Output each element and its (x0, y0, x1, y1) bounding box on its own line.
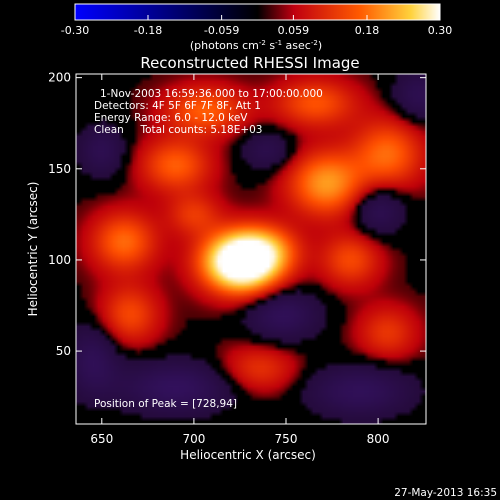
x-tick-label: 750 (275, 432, 298, 446)
colorbar-tick-label: -0.18 (134, 24, 162, 37)
annotation-clean-counts: Clean Total counts: 5.18E+03 (94, 124, 263, 136)
heatmap-image (76, 74, 426, 424)
colorbar-tick-label: 0.30 (428, 24, 453, 37)
colorbar-tick-label: 0.18 (355, 24, 380, 37)
colorbar-unit-label: (photons cm-2 s-1 asec-2) (190, 39, 322, 52)
colorbar-tick-label: -0.30 (61, 24, 89, 37)
x-tick-label: 800 (367, 432, 390, 446)
y-tick-label: 50 (56, 344, 71, 358)
colorbar-ticks: -0.30 -0.18 -0.059 0.059 0.18 0.30 (61, 15, 452, 37)
annotation-time-range: 1-Nov-2003 16:59:36.000 to 17:00:00.000 (100, 88, 323, 100)
colorbar (74, 3, 441, 21)
y-tick-label: 100 (48, 253, 71, 267)
plot-frame (75, 73, 427, 425)
colorbar-tick-label: -0.059 (204, 24, 239, 37)
annotation-peak-position: Position of Peak = [728,94] (94, 398, 237, 410)
y-axis-label: Heliocentric Y (arcsec) (26, 182, 40, 317)
x-tick-label: 700 (182, 432, 205, 446)
x-axis-label: Heliocentric X (arcsec) (180, 448, 316, 462)
y-tick-label: 200 (48, 71, 71, 85)
axis-ticks: 650 700 750 800 50 100 150 200 (48, 71, 426, 446)
annotation-energy-range: Energy Range: 6.0 - 12.0 keV (94, 112, 248, 124)
chart-title: Reconstructed RHESSI Image (140, 54, 359, 72)
footer-timestamp: 27-May-2013 16:35 (394, 487, 497, 499)
x-tick-label: 650 (90, 432, 113, 446)
annotation-detectors: Detectors: 4F 5F 6F 7F 8F, Att 1 (94, 100, 261, 112)
y-tick-label: 150 (48, 162, 71, 176)
colorbar-tick-label: 0.059 (278, 24, 310, 37)
